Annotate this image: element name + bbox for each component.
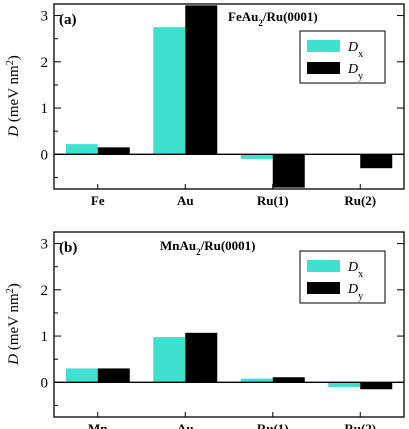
- bars-a: [65, 5, 393, 188]
- bar-dx-au-a: [153, 27, 186, 155]
- y-axis-label-a: D (meV nm2): [5, 55, 23, 137]
- y-axis-label-b: D (meV nm2): [5, 283, 23, 365]
- legend-swatch-dx-b: [307, 260, 340, 272]
- bar-dx-ru2-b: [328, 382, 361, 387]
- bar-dy-mn-b: [97, 368, 130, 383]
- x-tick-label-a: Fe: [91, 193, 105, 208]
- x-tick-label-b: Mn: [88, 421, 108, 429]
- plot-frame-b: [53, 231, 405, 418]
- bar-dy-ru2-b: [360, 382, 393, 390]
- x-tick-label-b: Ru(1): [257, 421, 289, 429]
- bar-dy-ru2-a: [360, 154, 393, 169]
- panel-b: D (meV nm2) (b) MnAu2/Ru(0001) Mn Au Ru(1)…: [5, 231, 405, 429]
- plot-frame-a: [53, 3, 405, 190]
- bar-dx-au-b: [153, 336, 186, 383]
- axes-a: Fe Au Ru(1) Ru(2) 3 2 1 0: [41, 9, 404, 208]
- y-tick-label-a: 2: [41, 55, 49, 71]
- panel-label-a: (a): [59, 12, 77, 28]
- y-tick-label-b: 3: [41, 237, 49, 253]
- legend-b: Dx Dy: [299, 250, 386, 304]
- bars-b: [65, 332, 393, 390]
- panel-title-b: MnAu2/Ru(0001): [160, 238, 256, 257]
- bar-dy-ru1-a: [272, 154, 305, 188]
- legend-box-b: [299, 250, 386, 304]
- legend-swatch-dy-a: [307, 62, 340, 74]
- bar-dx-mn-b: [65, 368, 98, 383]
- y-tick-label-b: 2: [41, 283, 49, 299]
- bar-dx-ru1-b: [240, 378, 273, 383]
- legend-swatch-dy-b: [307, 282, 340, 294]
- y-tick-label-a: 3: [41, 9, 49, 25]
- legend-label-dx-b: Dx: [347, 260, 363, 280]
- panel-title-a: FeAu2/Ru(0001): [228, 9, 318, 28]
- bar-dx-ru1-a: [240, 154, 273, 159]
- bar-dy-ru1-b: [272, 377, 305, 383]
- y-tick-label-a: 1: [41, 101, 49, 117]
- bar-dy-au-a: [185, 5, 218, 155]
- legend-swatch-dx-a: [307, 40, 340, 52]
- legend-a: Dx Dy: [299, 30, 386, 84]
- x-tick-label-a: Ru(1): [257, 193, 289, 208]
- x-tick-label-a: Ru(2): [344, 193, 376, 208]
- panel-a: D (meV nm2) (a) FeAu2/Ru(0001) Fe Au Ru(1)…: [5, 3, 405, 208]
- x-tick-label-a: Au: [177, 193, 194, 208]
- x-tick-label-b: Au: [177, 421, 194, 429]
- y-tick-label-a: 0: [41, 147, 49, 163]
- bar-dy-au-b: [185, 332, 218, 383]
- legend-label-dx-a: Dx: [347, 40, 363, 60]
- axes-b: Mn Au Ru(1) Ru(2) 3 2 1 0: [41, 237, 404, 429]
- bar-dx-fe-a: [65, 144, 98, 155]
- legend-label-dy-a: Dy: [347, 62, 363, 82]
- legend-label-dy-b: Dy: [347, 282, 363, 302]
- legend-box-a: [299, 30, 386, 84]
- y-tick-label-b: 0: [41, 375, 49, 391]
- x-tick-label-b: Ru(2): [344, 421, 376, 429]
- y-tick-label-b: 1: [41, 329, 49, 345]
- bar-dy-fe-a: [97, 147, 130, 155]
- panel-label-b: (b): [59, 240, 77, 256]
